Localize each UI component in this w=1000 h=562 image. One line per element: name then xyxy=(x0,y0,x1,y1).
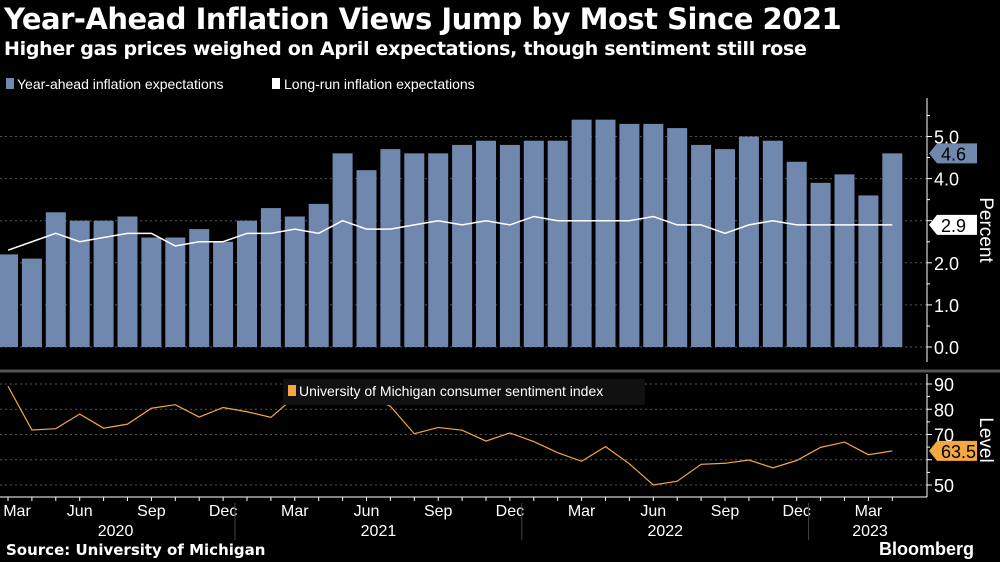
bar xyxy=(21,258,42,347)
x-tick-label: Dec xyxy=(496,503,524,520)
bar xyxy=(213,241,234,347)
bar xyxy=(93,220,114,347)
y-tick-label: 5.0 xyxy=(934,128,959,148)
bar xyxy=(237,220,257,347)
y-tick-label: 2.0 xyxy=(934,254,959,274)
y-tick-label: 70 xyxy=(934,426,954,446)
bar xyxy=(810,182,831,347)
long-run-line xyxy=(7,215,893,251)
sentiment-last-label: 63.5 xyxy=(941,442,976,462)
x-tick-label: Sep xyxy=(424,503,453,520)
x-tick-label: Jun xyxy=(67,503,93,520)
bar xyxy=(404,153,425,347)
bar xyxy=(141,237,162,347)
bar xyxy=(428,153,449,347)
x-tick-label: Sep xyxy=(137,503,166,520)
bar xyxy=(882,153,903,347)
legend-swatch-sentiment xyxy=(288,385,296,396)
bar xyxy=(0,254,18,347)
sentiment-last-label-bg xyxy=(929,440,977,461)
x-tick-label: Dec xyxy=(782,503,810,520)
x-tick-label: Mar xyxy=(855,503,883,520)
x-tick-label: Mar xyxy=(281,503,309,520)
bar xyxy=(691,144,712,347)
bloomberg-logo: Bloomberg xyxy=(878,539,974,559)
legend-swatch-long-run xyxy=(272,78,280,89)
x-year-label: 2022 xyxy=(647,523,683,540)
bar xyxy=(619,123,640,348)
bar xyxy=(595,119,616,347)
x-year-label: 2021 xyxy=(361,523,397,540)
bar xyxy=(356,170,377,347)
bar xyxy=(284,216,305,347)
bar xyxy=(260,208,281,347)
legend-long-run: Long-run inflation expectations xyxy=(284,76,475,92)
y-tick-label: 80 xyxy=(934,400,954,420)
x-tick-label: Jun xyxy=(640,503,666,520)
sentiment-line xyxy=(7,385,893,486)
bar xyxy=(308,203,329,347)
legend-swatch-year-ahead xyxy=(6,78,14,89)
y-tick-label: 4.0 xyxy=(934,170,959,190)
bar xyxy=(834,174,855,347)
x-tick-label: Mar xyxy=(568,503,596,520)
legend-year-ahead: Year-ahead inflation expectations xyxy=(17,76,224,92)
bar xyxy=(45,212,66,347)
bar xyxy=(69,220,90,347)
bar xyxy=(452,144,473,347)
legend-bg xyxy=(283,379,645,405)
bar xyxy=(189,229,210,347)
bar xyxy=(643,123,664,348)
source-note: Source: University of Michigan xyxy=(6,541,266,559)
y-tick-label: 50 xyxy=(934,476,954,496)
bar xyxy=(762,140,783,347)
y-axis-label-percent: Percent xyxy=(975,197,996,263)
year-ahead-last-label-bg xyxy=(929,143,977,164)
x-year-label: 2023 xyxy=(852,523,888,540)
x-year-label: 2020 xyxy=(98,523,134,540)
year-ahead-last-label: 4.6 xyxy=(941,144,966,164)
bar xyxy=(667,128,688,347)
bar xyxy=(858,195,879,347)
bar xyxy=(571,119,592,347)
bar xyxy=(476,140,496,347)
bar xyxy=(117,216,138,347)
bar xyxy=(523,140,544,347)
x-tick-label: Sep xyxy=(711,503,740,520)
y-tick-label: 0.0 xyxy=(934,338,959,358)
long-run-last-label-bg xyxy=(929,214,977,235)
chart-subtitle: Higher gas prices weighed on April expec… xyxy=(4,38,807,60)
legend-sentiment: University of Michigan consumer sentimen… xyxy=(299,383,603,399)
bar xyxy=(786,161,807,347)
chart-title: Year-Ahead Inflation Views Jump by Most … xyxy=(4,2,842,36)
bar xyxy=(380,149,401,347)
bar xyxy=(499,144,520,347)
y-axis-label-level: Level xyxy=(975,417,996,462)
bar xyxy=(332,153,353,347)
y-tick-label: 90 xyxy=(934,375,954,395)
x-tick-label: Mar xyxy=(3,503,31,520)
bar xyxy=(165,237,186,347)
bar xyxy=(715,149,735,347)
x-tick-label: Jun xyxy=(354,503,380,520)
y-tick-label: 1.0 xyxy=(934,296,959,316)
long-run-last-label: 2.9 xyxy=(941,216,966,236)
bar xyxy=(547,140,568,347)
x-tick-label: Dec xyxy=(209,503,237,520)
bar xyxy=(738,136,759,347)
